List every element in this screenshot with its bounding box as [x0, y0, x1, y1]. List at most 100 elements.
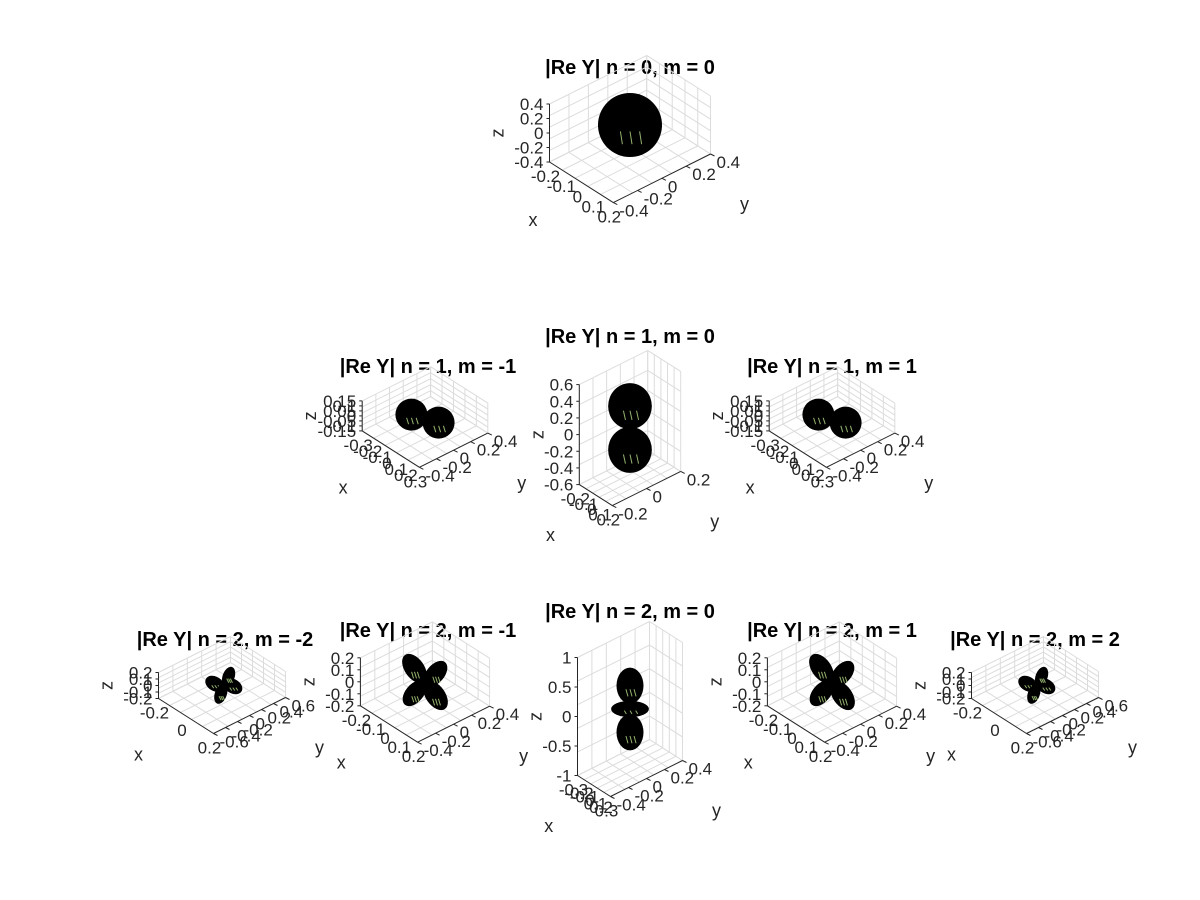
x-tick-label: 0.2	[596, 511, 620, 530]
surface-lobe	[423, 660, 448, 687]
z-tick-label: -0.5	[542, 737, 571, 756]
z-tick-label: 0	[345, 673, 354, 692]
y-tick-label: -0.2	[849, 732, 878, 751]
surface	[395, 398, 455, 439]
z-tick-label: 0.2	[738, 649, 762, 668]
surface-highlight	[849, 425, 853, 433]
y-tick-label: 0	[867, 449, 876, 468]
z-tick-label: 0.2	[550, 409, 574, 428]
y-tick-label: -0.2	[644, 189, 673, 208]
y-tick-label: 0.4	[689, 760, 713, 779]
surface-highlight	[1024, 684, 1028, 689]
surface-highlight	[414, 671, 417, 679]
surface-highlight	[623, 710, 627, 715]
y-axis-label: y	[710, 511, 719, 531]
y-tick-label: -0.4	[617, 796, 646, 815]
surface-highlight	[1033, 695, 1037, 701]
z-tick-label: 0.4	[550, 392, 574, 411]
x-tick-label: -0.1	[770, 448, 799, 467]
surface-highlight	[844, 676, 848, 683]
y-tick-label: -0.4	[831, 741, 860, 760]
z-tick-label: 0.05	[323, 402, 356, 421]
y-tick-label: 0	[668, 177, 677, 196]
subplot-title: |Re Y| n = 1, m = 1	[747, 356, 917, 378]
x-axis-line	[971, 698, 1027, 734]
x-tick-label: -0.2	[531, 167, 560, 186]
x-tick-label: 0.2	[1011, 739, 1035, 758]
surface-highlight	[817, 417, 821, 425]
surface-lobe	[423, 680, 448, 711]
z-tick-label: 0.05	[730, 402, 763, 421]
surface-highlight	[229, 687, 233, 691]
x-axis-label: x	[337, 752, 346, 772]
subplot-0: |Re Y| n = 0, m = 00.40.20-0.2-0.4z-0.2-…	[488, 54, 749, 230]
y-tick-label: 0.2	[692, 165, 716, 184]
x-axis-label: x	[947, 745, 956, 765]
surface-lobe	[608, 383, 652, 430]
y-tick-label: 0.4	[717, 153, 741, 172]
y-tick-label: -0.4	[425, 466, 454, 485]
z-tick-label: -0.1	[936, 683, 965, 702]
z-tick-label: 0	[564, 426, 573, 445]
y-tick-label: -0.4	[1045, 727, 1074, 746]
x-axis-label: x	[546, 525, 555, 545]
y-tick-label: 0.2	[268, 709, 292, 728]
y-tick-label: 0.2	[884, 441, 908, 460]
surface-lobe	[422, 406, 455, 439]
z-tick-label: -0.6	[544, 476, 573, 495]
subplot-6: |Re Y| n = 2, m = 010.50-0.5-1z-0.3-0.2-…	[526, 601, 722, 836]
y-axis-label: y	[924, 473, 933, 493]
x-tick-label: -0.2	[561, 490, 590, 509]
x-tick-label: 0	[177, 721, 186, 740]
surface-highlight	[411, 696, 415, 703]
x-tick-label: 0	[380, 729, 389, 748]
z-tick-label: 0.2	[520, 110, 544, 129]
z-tick-label: -0.2	[936, 690, 965, 709]
y-tick-label: 0.4	[494, 432, 518, 451]
x-tick-label: -0.2	[140, 704, 169, 723]
surface	[611, 667, 649, 751]
z-tick-label: -0.15	[317, 422, 356, 441]
y-tick-label: -0.4	[832, 466, 861, 485]
x-tick-label: 0	[573, 187, 582, 206]
y-tick-label: -0.6	[220, 733, 249, 752]
surface-highlight	[416, 671, 420, 679]
surface-highlight	[432, 676, 436, 683]
surface-highlight	[818, 671, 822, 679]
z-tick-label: 0.5	[548, 678, 572, 697]
x-tick-label: 0.3	[595, 802, 619, 821]
x-tick-label: 0	[990, 721, 999, 740]
surface-highlight	[840, 425, 844, 433]
y-tick-label: 0	[1069, 715, 1078, 734]
surface-lobe	[395, 398, 428, 431]
subplot-title: |Re Y| n = 2, m = 2	[950, 629, 1120, 651]
z-axis-label: z	[298, 677, 318, 686]
surface-highlight	[1042, 687, 1046, 691]
surface-highlight	[629, 131, 633, 145]
y-axis-line	[419, 432, 489, 468]
x-tick-label: 0.3	[811, 472, 835, 491]
subplot-title: |Re Y| n = 1, m = -1	[340, 356, 516, 378]
x-tick-label: 0.1	[387, 738, 411, 757]
surface-highlight	[839, 698, 843, 706]
y-tick-label: -0.2	[850, 458, 879, 477]
surface	[598, 93, 662, 157]
z-tick-label: -0.05	[724, 412, 763, 431]
x-tick-label: -0.1	[363, 448, 392, 467]
y-tick-label: -0.2	[244, 721, 273, 740]
surface-highlight	[1027, 684, 1031, 689]
y-axis-label: y	[517, 473, 526, 493]
x-tick-label: -0.1	[356, 720, 385, 739]
x-tick-label: -0.1	[570, 788, 599, 807]
y-axis-label: y	[1128, 738, 1137, 758]
x-axis-label: x	[339, 477, 348, 497]
z-tick-label: 0	[534, 124, 543, 143]
y-tick-label: 0.2	[687, 470, 711, 489]
y-tick-label: 0.4	[496, 705, 520, 724]
x-tick-label: 0.3	[404, 472, 428, 491]
x-axis-line	[549, 161, 614, 204]
y-tick-label: -0.2	[442, 732, 471, 751]
surface-highlight	[222, 695, 226, 701]
x-tick-label: 0.1	[588, 505, 612, 524]
x-axis-line	[577, 775, 611, 797]
